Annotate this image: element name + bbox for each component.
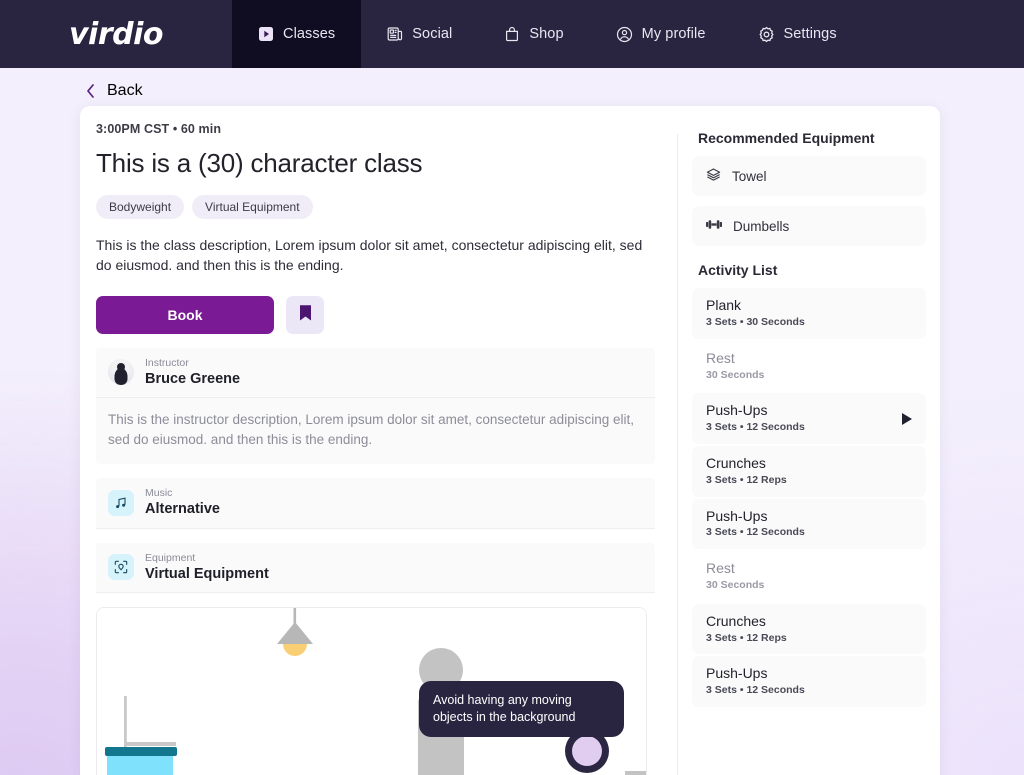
activity-detail: 3 Sets • 12 Seconds [706,526,805,539]
equipment-label-dumbells: Dumbells [733,218,790,234]
activity-detail: 3 Sets • 12 Reps [706,631,787,644]
illustration-svg [97,607,646,775]
music-value: Alternative [145,501,220,518]
equipment-value: Virtual Equipment [145,565,269,582]
instructor-name: Bruce Greene [145,370,241,387]
instructor-row: Instructor Bruce Greene [96,347,655,398]
activity-detail: 3 Sets • 30 Seconds [706,315,805,328]
class-detail-card: 3:00PM CST • 60 min This is a (30) chara… [80,106,940,775]
page-title: This is a (30) character class [96,148,423,178]
book-button[interactable]: Book [96,295,274,334]
nav-item-settings[interactable]: Settings [732,0,863,68]
nav-item-my-profile[interactable]: My profile [590,0,732,68]
virtual-equipment-icon [108,554,134,581]
activity-row[interactable]: Push-Ups 3 Sets • 12 Seconds [692,656,926,708]
activity-list-heading: Activity List [698,262,778,278]
nav-item-shop[interactable]: Shop [478,0,589,68]
tag-virtual-equipment: Virtual Equipment [192,195,313,219]
music-note-icon [108,489,134,516]
nav-label-classes: Classes [283,26,336,42]
activity-row[interactable]: Push-Ups 3 Sets • 12 Seconds [692,393,926,444]
desk-and-laptop [105,695,177,775]
avatar [108,359,134,386]
brand-logo[interactable]: virdio [68,16,164,52]
activity-list: Plank 3 Sets • 30 Seconds Rest 30 Second… [692,288,926,708]
equipment-item-towel[interactable]: Towel [692,156,926,196]
ceiling-lamp-icon [277,607,313,656]
equipment-label: Equipment [145,551,196,564]
activity-detail: 30 Seconds [706,368,765,381]
nav-item-social[interactable]: Social [361,0,478,68]
room-setup-illustration: Avoid having any moving objects in the b… [96,606,647,775]
activity-name: Push-Ups [706,507,768,524]
top-navigation-bar: virdio Classes Social Shop [0,0,1024,68]
bag-icon [504,26,520,42]
activity-row[interactable]: Crunches 3 Sets • 12 Reps [692,445,926,497]
activity-name: Crunches [706,454,766,471]
equipment-row: Equipment Virtual Equipment [96,542,655,593]
class-meta: 3:00PM CST • 60 min [96,122,222,136]
activity-row[interactable]: Rest 30 Seconds [692,341,926,392]
activity-row[interactable]: Crunches 3 Sets • 12 Reps [692,603,926,655]
class-description: This is the class description, Lorem ips… [96,237,643,274]
equipment-label-towel: Towel [732,168,767,184]
bookmark-icon [298,304,313,325]
instructor-label: Instructor [145,356,189,369]
cabinet [625,770,646,775]
class-actions: Book [96,295,655,334]
sidebar-pane: Recommended Equipment Towel [678,106,940,775]
tooltip-text: Avoid having any moving objects in the b… [433,692,576,725]
activity-name: Push-Ups [706,665,768,682]
activity-row[interactable]: Plank 3 Sets • 30 Seconds [692,288,926,339]
play-icon[interactable] [902,412,912,425]
activity-name: Crunches [706,612,766,629]
back-label: Back [107,82,143,99]
chevron-left-icon [86,84,95,98]
dumbbell-icon [706,217,722,235]
activity-detail: 30 Seconds [706,579,765,592]
activity-name: Plank [706,297,742,313]
activity-row[interactable]: Push-Ups 3 Sets • 12 Seconds [692,498,926,550]
feed-icon [387,26,403,42]
user-circle-icon [616,26,633,43]
activity-name: Push-Ups [706,402,768,419]
activity-name: Rest [706,349,735,366]
nav-item-classes[interactable]: Classes [232,0,362,68]
nav-label-social: Social [412,26,453,42]
bookmark-button[interactable] [286,295,324,334]
class-info-pane: 3:00PM CST • 60 min This is a (30) chara… [80,106,677,775]
gear-icon [758,26,775,43]
wall-mirror [565,728,609,773]
nav-label-my-profile: My profile [641,26,706,42]
music-row: Music Alternative [96,478,655,529]
nav-label-settings: Settings [783,26,837,42]
recommended-equipment-heading: Recommended Equipment [698,130,875,146]
instructor-description: This is the instructor description, Lore… [96,397,655,465]
tag-bodyweight: Bodyweight [96,195,185,219]
towel-icon [706,167,721,185]
activity-detail: 3 Sets • 12 Reps [706,473,787,486]
activity-row[interactable]: Rest 30 Seconds [692,551,926,602]
activity-detail: 3 Sets • 12 Seconds [706,421,805,434]
play-square-icon [258,26,274,42]
back-button[interactable]: Back [0,68,1024,110]
background-warning-tooltip: Avoid having any moving objects in the b… [419,680,624,738]
music-label: Music [145,487,173,500]
class-tags: Bodyweight Virtual Equipment [96,195,655,219]
activity-name: Rest [706,560,735,577]
pane-divider [677,134,678,775]
nav-label-shop: Shop [529,26,564,42]
activity-detail: 3 Sets • 12 Seconds [706,684,805,697]
equipment-item-dumbells[interactable]: Dumbells [692,206,926,246]
